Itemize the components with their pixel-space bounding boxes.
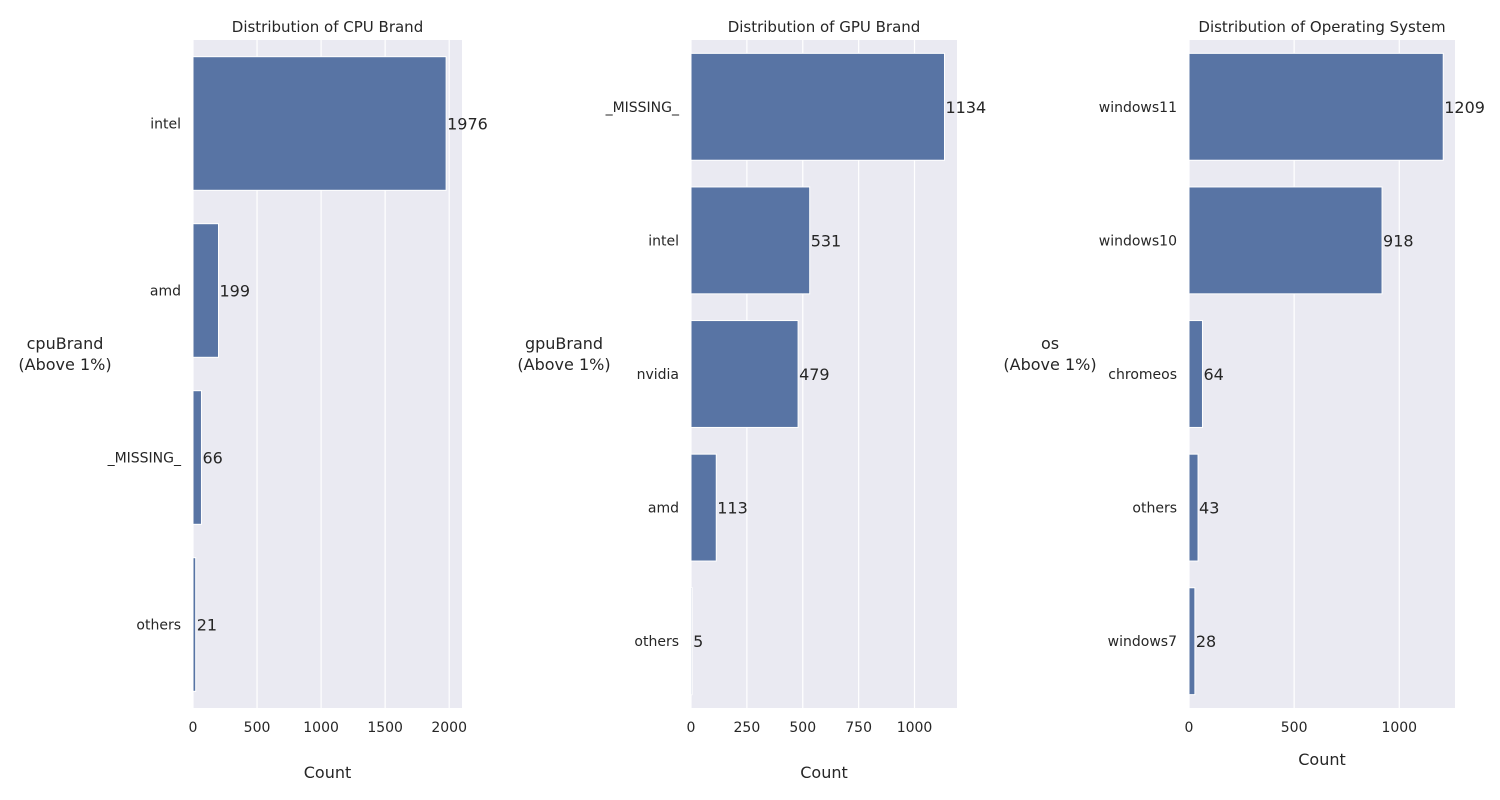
bar-value-label: 113 — [717, 499, 748, 518]
bar-value-label: 43 — [1199, 499, 1219, 518]
y-tick-label: others — [634, 634, 679, 650]
x-axis-label: Count — [1298, 750, 1346, 769]
y-axis-label: (Above 1%) — [18, 355, 111, 374]
bar-value-label: 1134 — [945, 98, 986, 117]
y-axis-label: os — [1041, 334, 1059, 353]
bar-value-label: 531 — [811, 231, 842, 250]
y-tick-label: amd — [150, 284, 181, 300]
y-axis-label: (Above 1%) — [517, 355, 610, 374]
y-tick-label: windows10 — [1099, 233, 1177, 249]
x-tick-label: 0 — [1185, 720, 1194, 736]
y-tick-label: others — [1132, 501, 1177, 517]
x-tick-label: 500 — [789, 720, 816, 736]
chart-title: Distribution of CPU Brand — [232, 18, 423, 36]
x-tick-label: 0 — [687, 720, 696, 736]
bar — [1188, 587, 1196, 696]
x-tick-label: 0 — [189, 720, 198, 736]
x-tick-label: 1500 — [367, 720, 403, 736]
y-tick-label: _MISSING_ — [605, 100, 680, 116]
bar-value-label: 5 — [693, 632, 703, 651]
x-tick-label: 750 — [845, 720, 872, 736]
bar — [690, 587, 693, 696]
bar — [690, 52, 945, 161]
y-tick-label: amd — [648, 501, 679, 517]
bar-value-label: 28 — [1196, 632, 1216, 651]
bar — [192, 557, 197, 692]
chart-panel-1: 0 250 500 750 1000 1134 _MISSING_ 531 intel 479 nv… — [517, 18, 986, 782]
bar — [1188, 453, 1199, 562]
bar-value-label: 1209 — [1444, 98, 1485, 117]
y-tick-label: windows11 — [1099, 100, 1177, 116]
x-tick-label: 1000 — [897, 720, 933, 736]
x-axis-label: Count — [800, 763, 848, 782]
x-tick-label: 250 — [734, 720, 761, 736]
x-tick-label: 500 — [1281, 720, 1308, 736]
bar-value-label: 479 — [799, 365, 830, 384]
y-axis-label: cpuBrand — [27, 334, 104, 353]
y-tick-label: windows7 — [1108, 634, 1177, 650]
y-tick-label: others — [136, 618, 181, 634]
chart-title: Distribution of GPU Brand — [728, 18, 921, 36]
chart-panel-2: 0 500 1000 1209 windows11 918 windows10 64 chrom… — [1003, 18, 1485, 769]
bar — [690, 320, 799, 428]
x-tick-label: 1000 — [303, 720, 339, 736]
y-tick-label: nvidia — [637, 367, 679, 383]
bar — [1188, 52, 1444, 161]
bar-value-label: 1976 — [447, 115, 488, 134]
bar-value-label: 199 — [219, 282, 250, 301]
y-tick-label: chromeos — [1108, 367, 1177, 383]
y-tick-label: intel — [150, 117, 181, 133]
y-axis-label: gpuBrand — [525, 334, 603, 353]
bar — [690, 186, 811, 295]
chart-panel-0: 0 500 1000 1500 2000 1976 intel 199 amd 66 _MISSIN… — [18, 18, 487, 782]
y-tick-label: intel — [648, 233, 679, 249]
bar-value-label: 918 — [1383, 231, 1414, 250]
bar — [192, 223, 219, 358]
chart-title: Distribution of Operating System — [1198, 18, 1445, 36]
x-tick-label: 500 — [244, 720, 271, 736]
bar-value-label: 21 — [197, 616, 217, 635]
bar — [690, 453, 717, 562]
bar-value-label: 64 — [1203, 365, 1223, 384]
bar — [192, 390, 202, 525]
y-axis-label: (Above 1%) — [1003, 355, 1096, 374]
y-tick-label: _MISSING_ — [107, 451, 182, 467]
x-tick-label: 2000 — [431, 720, 467, 736]
x-axis-label: Count — [304, 763, 352, 782]
x-tick-label: 1000 — [1381, 720, 1417, 736]
bar-value-label: 66 — [202, 449, 222, 468]
bar — [1188, 320, 1203, 428]
bar — [1188, 186, 1383, 295]
bar — [192, 56, 447, 191]
